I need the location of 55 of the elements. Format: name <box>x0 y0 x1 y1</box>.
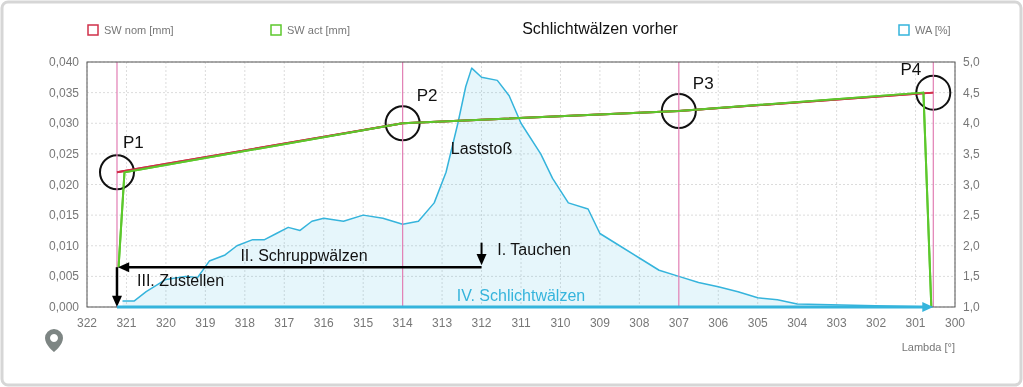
x-tick-label: 303 <box>826 316 847 330</box>
y2-tick-label: 2,5 <box>963 208 981 223</box>
annotation: P2 <box>416 86 438 106</box>
x-tick-label: 306 <box>708 316 729 330</box>
x-tick-label: 305 <box>747 316 769 330</box>
x-tick-label: 315 <box>353 316 374 330</box>
legend-label: SW act [mm] <box>287 24 350 36</box>
x-tick-label: 308 <box>629 316 650 330</box>
x-tick-label: 321 <box>116 316 137 330</box>
x-tick-label: 322 <box>76 316 98 330</box>
legend-label: WA [%] <box>915 24 951 36</box>
y-tick-label: 0,000 <box>48 300 80 314</box>
y2-tick-label: 3,0 <box>963 177 981 192</box>
x-tick-label: 320 <box>155 316 177 330</box>
x-tick-label: 317 <box>274 316 295 330</box>
x-tick-label: 311 <box>511 316 531 330</box>
x-tick-label: 300 <box>944 316 966 330</box>
annotation: P4 <box>900 59 922 79</box>
x-tick-label: 301 <box>905 316 926 330</box>
y-tick-label: 0,025 <box>48 146 80 161</box>
y-tick-label: 0,015 <box>48 208 80 223</box>
y-tick-label: 0,040 <box>48 55 80 69</box>
y2-tick-label: 1,5 <box>963 269 981 284</box>
x-tick-label: 316 <box>313 316 335 330</box>
annotation: P3 <box>692 74 714 93</box>
y2-tick-label: 2,0 <box>963 238 981 253</box>
annotation: P1 <box>122 133 144 153</box>
y2-tick-label: 5,0 <box>963 55 981 69</box>
x-axis-title: Lambda [°] <box>901 341 955 353</box>
y2-tick-label: 4,0 <box>963 116 981 131</box>
annotation: II. Schruppwälzen <box>240 247 368 265</box>
x-tick-label: 313 <box>432 316 453 330</box>
x-tick-label: 307 <box>668 316 690 330</box>
legend-label: SW nom [mm] <box>104 24 174 36</box>
annotation: Laststoß <box>450 139 513 157</box>
chart-title: Schlichtwälzen vorher <box>522 20 679 37</box>
y-tick-label: 0,020 <box>48 177 80 192</box>
y-tick-label: 0,005 <box>48 269 80 284</box>
annotation: IV. Schlichtwälzen <box>456 287 586 304</box>
x-tick-label: 310 <box>550 316 571 330</box>
x-tick-label: 302 <box>866 316 887 330</box>
x-tick-label: 314 <box>392 316 413 330</box>
x-tick-label: 318 <box>234 316 256 330</box>
annotation: I. Tauchen <box>497 240 571 258</box>
x-tick-label: 312 <box>471 316 492 330</box>
y-tick-label: 0,030 <box>48 116 80 131</box>
y-tick-label: 0,035 <box>48 85 80 100</box>
x-tick-label: 304 <box>787 316 808 330</box>
y2-tick-label: 1,0 <box>963 300 981 314</box>
y2-tick-label: 3,5 <box>963 146 981 161</box>
y-tick-label: 0,010 <box>48 238 80 253</box>
x-tick-label: 309 <box>589 316 611 330</box>
x-tick-label: 319 <box>195 316 216 330</box>
y2-tick-label: 4,5 <box>963 85 981 100</box>
annotation: III. Zustellen <box>136 271 225 289</box>
